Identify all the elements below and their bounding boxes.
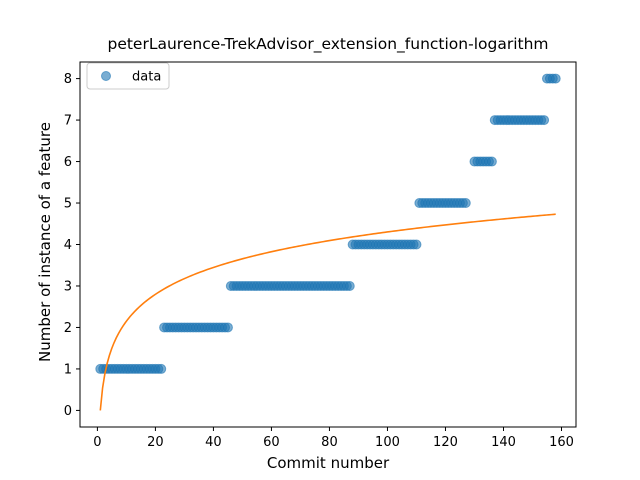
data-point <box>156 363 167 374</box>
x-axis: 0 20 40 60 80 100 120 140 160 <box>93 427 574 450</box>
y-tick-label: 3 <box>64 279 72 294</box>
legend-label-data: data <box>132 70 161 85</box>
data-point <box>222 322 233 333</box>
x-tick-label: 20 <box>147 435 164 450</box>
x-axis-label: Commit number <box>267 454 390 472</box>
plot-area <box>79 61 577 428</box>
x-tick-label: 120 <box>433 435 458 450</box>
data-point <box>550 73 561 84</box>
y-tick-label: 8 <box>64 72 72 87</box>
x-tick-label: 60 <box>263 435 280 450</box>
y-axis-label: Number of instance of a feature <box>36 122 54 362</box>
legend-frame <box>86 62 170 90</box>
data-point <box>344 280 355 291</box>
y-tick-label: 5 <box>64 197 72 212</box>
x-tick-label: 80 <box>321 435 338 450</box>
x-tick-label: 100 <box>375 435 400 450</box>
fit-curve <box>99 213 556 411</box>
data-point <box>411 239 422 250</box>
x-tick-label: 140 <box>491 435 516 450</box>
y-tick-label: 6 <box>64 155 72 170</box>
chart-title: peterLaurence-TrekAdvisor_extension_func… <box>107 35 548 54</box>
data-point <box>460 198 471 209</box>
y-tick-label: 4 <box>64 238 72 253</box>
y-tick-label: 2 <box>64 321 72 336</box>
x-tick-label: 40 <box>205 435 222 450</box>
y-axis: 0 1 2 3 4 5 6 7 8 <box>64 72 80 419</box>
y-tick-label: 7 <box>64 114 72 129</box>
y-tick-label: 0 <box>64 404 72 419</box>
x-tick-label: 160 <box>549 435 574 450</box>
y-tick-label: 1 <box>64 362 72 377</box>
legend-marker-data <box>101 71 111 81</box>
data-point <box>539 115 550 126</box>
x-tick-label: 0 <box>93 435 101 450</box>
data-point <box>486 156 497 167</box>
legend: data <box>86 62 170 90</box>
